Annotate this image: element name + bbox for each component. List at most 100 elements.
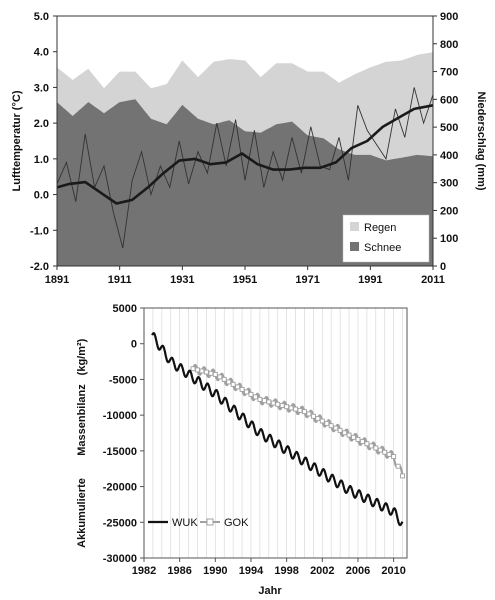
gok-marker — [364, 441, 370, 447]
gok-marker — [270, 400, 276, 406]
gok-marker — [310, 413, 316, 419]
y-tick-label: -20000 — [103, 482, 137, 494]
plot-frame-2 — [143, 307, 408, 559]
x-tick-label: 1951 — [233, 274, 257, 286]
gok-marker — [261, 398, 267, 404]
gok-marker — [386, 451, 392, 457]
y-tick-label: -15000 — [103, 446, 137, 458]
y-axis-label-part2: Massenbilanz — [76, 384, 88, 456]
y-left-tick-label: 5.0 — [34, 11, 49, 23]
x-tick-label: 1990 — [203, 565, 227, 577]
gok-marker — [395, 463, 401, 469]
gok-marker — [351, 434, 356, 440]
temperature-precipitation-chart: 1891 1911 1931 1951 1971 1991 2011 -2.0 -1.0 0.0 1… — [11, 11, 487, 286]
x-tick-label: 1998 — [274, 565, 298, 577]
gok-marker — [212, 371, 218, 377]
gok-marker — [302, 409, 307, 415]
gok-marker — [346, 432, 352, 438]
x-tick-label: 1911 — [108, 274, 132, 286]
y-left-tick-label: 1.0 — [34, 154, 49, 166]
x-tick-label: 2010 — [381, 565, 405, 577]
x-tick-label: 1994 — [239, 565, 264, 577]
gok-marker — [377, 447, 383, 453]
legend-label-wuk: WUK — [172, 517, 198, 529]
gok-marker — [195, 367, 200, 373]
gok-marker — [333, 425, 339, 431]
y-tick-label: -5000 — [109, 374, 137, 386]
gok-marker — [293, 406, 299, 412]
gok-marker — [342, 430, 348, 436]
gok-marker — [297, 407, 303, 413]
gok-marker — [266, 399, 272, 405]
y-right-tick-label: 200 — [440, 205, 458, 217]
y-right-tick-label: 700 — [440, 67, 458, 79]
x-tick-label: 1891 — [45, 274, 69, 286]
x-tick-label: 1971 — [295, 274, 319, 286]
gok-marker — [288, 405, 294, 411]
gok-marker — [373, 445, 379, 451]
y-left-tick-label: 4.0 — [34, 47, 49, 59]
gok-marker — [391, 454, 397, 460]
legend-box — [342, 214, 430, 263]
gok-marker — [199, 368, 205, 374]
y-left-tick-label: -1.0 — [30, 225, 49, 237]
y-axis-label-unit: (kg/m²) — [76, 338, 88, 375]
smoothed-temperature-line — [56, 104, 434, 205]
legend-swatch-regen — [350, 222, 359, 231]
area-schnee — [57, 99, 433, 266]
y-left-tick-label: 3.0 — [34, 82, 49, 94]
y-left-tick-label: -2.0 — [30, 261, 49, 273]
x-tick-label: 1931 — [170, 274, 194, 286]
y-tick-label: 0 — [131, 339, 137, 351]
gok-marker — [208, 370, 214, 376]
y-axis-label-right: Niederschlag (mm) — [475, 91, 487, 190]
x-tick-label: 1982 — [132, 565, 156, 577]
legend-swatch-schnee — [350, 242, 359, 251]
precipitation-areas — [57, 52, 433, 266]
x-tick-label: 2002 — [310, 565, 334, 577]
gok-marker — [337, 427, 343, 433]
y-left-tick-label: 2.0 — [34, 118, 49, 130]
temperature-lines — [56, 87, 434, 249]
gok-marker — [252, 394, 258, 400]
axis-ticks: 1891 1911 1931 1951 1971 1991 2011 -2.0 -1.0 0.0 1… — [30, 11, 458, 286]
y-right-tick-label: 300 — [440, 178, 458, 190]
y-right-tick-label: 900 — [440, 11, 458, 23]
gok-marker — [275, 401, 281, 407]
y-left-tick-label: 0.0 — [34, 190, 49, 202]
gok-marker — [257, 396, 263, 402]
axis-ticks-2: 1982 1986 1990 1994 1998 2002 2006 2010 5000 0 -50… — [103, 303, 406, 577]
y-tick-label: -10000 — [103, 410, 137, 422]
gok-marker — [324, 420, 330, 426]
y-right-tick-label: 100 — [440, 233, 458, 245]
x-tick-label: 2006 — [346, 565, 370, 577]
gok-marker — [279, 403, 285, 408]
y-right-tick-label: 800 — [440, 39, 458, 51]
legend-label-gok: GOK — [224, 517, 249, 529]
vertical-gridlines — [143, 308, 403, 558]
mass-balance-chart: 1982 1986 1990 1994 1998 2002 2006 2010 5000 0 -50… — [76, 303, 408, 597]
x-tick-label: 2011 — [421, 274, 445, 286]
legend: Regen Schnee — [342, 214, 430, 263]
legend-2: WUK GOK — [148, 517, 249, 529]
y-right-tick-label: 600 — [440, 94, 458, 106]
y-tick-label: -30000 — [103, 553, 137, 565]
gok-marker — [382, 449, 388, 455]
gok-marker — [239, 386, 245, 392]
gok-marker — [230, 381, 236, 387]
y-right-tick-label: 500 — [440, 122, 458, 134]
mass-balance-lines — [151, 332, 405, 527]
y-axis-label-part1: Akkumulierte — [76, 478, 88, 548]
legend-label-schnee: Schnee — [364, 242, 401, 254]
y-tick-label: -25000 — [103, 517, 137, 529]
y-axis-label-left: Lufttemperatur (°C) — [11, 90, 23, 191]
x-tick-label: 1986 — [167, 565, 191, 577]
gok-marker — [315, 416, 321, 422]
annual-temperature-line — [56, 87, 434, 249]
gok-marker — [226, 379, 232, 385]
gok-marker — [319, 418, 325, 424]
gok-marker — [248, 391, 254, 397]
y-tick-label: 5000 — [113, 303, 137, 315]
y-right-tick-label: 0 — [440, 261, 446, 273]
legend-marker-gok — [206, 518, 214, 526]
